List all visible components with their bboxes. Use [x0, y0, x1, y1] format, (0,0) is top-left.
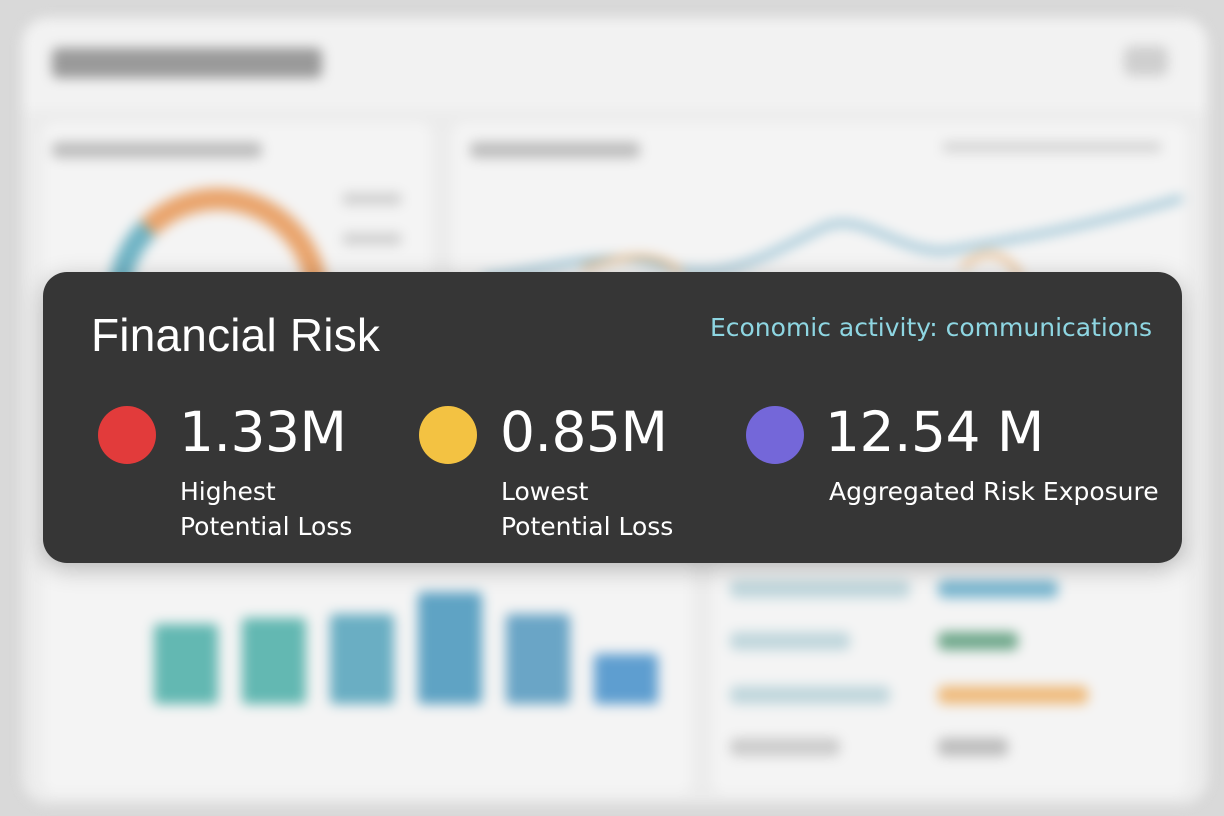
- background-progress-bar: [938, 686, 1088, 704]
- background-title-placeholder: [52, 48, 322, 78]
- background-header: [22, 18, 1208, 110]
- metric-label-line: Aggregated Risk Exposure: [829, 477, 1159, 506]
- yellow-dot-icon: [419, 406, 477, 464]
- metric-label-line: Potential Loss: [501, 512, 674, 541]
- background-bar: [154, 624, 218, 704]
- background-panel-caption: [942, 142, 1162, 152]
- metric-label-line: Potential Loss: [180, 512, 353, 541]
- metric-value: 12.54 M: [825, 400, 1044, 464]
- red-dot-icon: [98, 406, 156, 464]
- metric-label: Lowest Potential Loss: [501, 474, 673, 544]
- background-panel-heading: [52, 142, 262, 158]
- background-line-chart: [482, 195, 1183, 281]
- background-panel-heading: [470, 142, 640, 158]
- metric-label: Aggregated Risk Exposure: [829, 474, 1159, 509]
- purple-dot-icon: [746, 406, 804, 464]
- background-bar: [242, 618, 306, 704]
- background-row-label: [730, 686, 890, 704]
- background-progress-bar: [938, 738, 1008, 756]
- background-row-label: [730, 632, 850, 650]
- financial-risk-card: Financial Risk Economic activity: commun…: [43, 272, 1182, 563]
- background-progress-bar: [938, 580, 1058, 598]
- background-bar: [418, 592, 482, 704]
- economic-activity-label: Economic activity: communications: [709, 313, 1152, 342]
- background-row-label: [730, 580, 910, 598]
- background-row-label: [730, 738, 840, 756]
- metric-label: Highest Potential Loss: [180, 474, 352, 544]
- metric-label-line: Highest: [180, 477, 276, 506]
- metric-value: 0.85M: [500, 400, 668, 464]
- background-legend-line: [342, 233, 402, 245]
- background-bar: [594, 654, 658, 704]
- metric-label-line: Lowest: [501, 477, 589, 506]
- background-bar: [330, 614, 394, 704]
- metric-value: 1.33M: [179, 400, 347, 464]
- background-bar: [506, 614, 570, 704]
- background-progress-bar: [938, 632, 1018, 650]
- background-legend-line: [342, 193, 402, 205]
- background-menu-icon: [1124, 46, 1168, 76]
- card-title: Financial Risk: [91, 309, 381, 361]
